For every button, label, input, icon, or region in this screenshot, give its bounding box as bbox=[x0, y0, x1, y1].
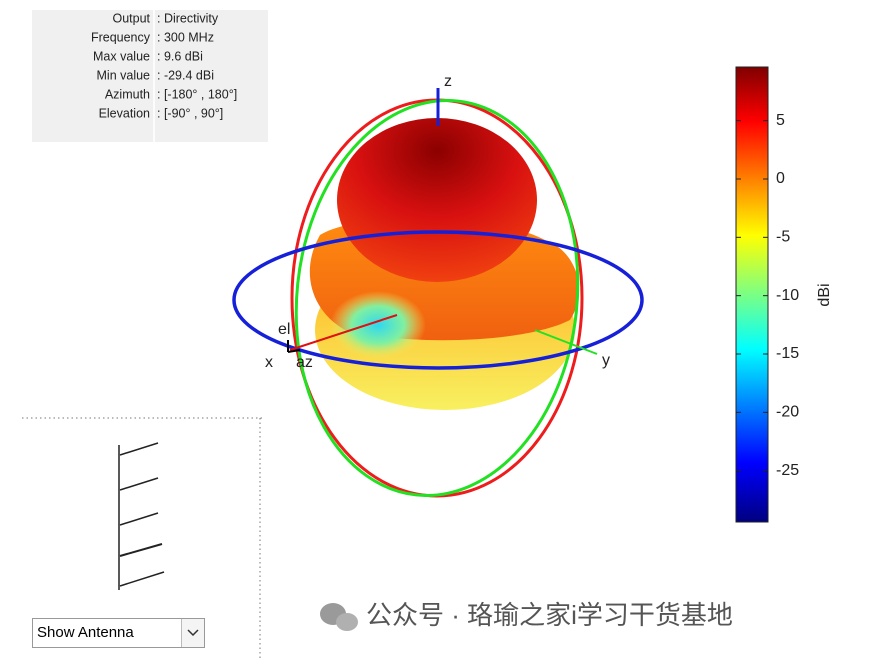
x-axis-line bbox=[289, 314, 398, 351]
antenna-dropdown[interactable]: Show Antenna bbox=[32, 618, 205, 648]
info-value: : [-180° , 180°] bbox=[157, 87, 237, 101]
antenna-element bbox=[119, 543, 163, 557]
dropdown-button[interactable] bbox=[181, 619, 204, 647]
colorbar-label: dBi bbox=[816, 283, 833, 306]
horizon-circle bbox=[232, 230, 644, 370]
info-label: Frequency bbox=[91, 30, 151, 44]
antenna-panel bbox=[22, 417, 262, 660]
el-label: el bbox=[278, 321, 290, 338]
colorbar-tick-label: -5 bbox=[776, 229, 790, 246]
colorbar-tick-label: -20 bbox=[776, 404, 799, 421]
dropdown-arrow bbox=[187, 629, 199, 637]
x-label: x bbox=[265, 354, 273, 371]
z-label: z bbox=[444, 73, 452, 90]
info-label: Min value bbox=[97, 68, 151, 82]
y-axis-line bbox=[534, 329, 598, 355]
pattern-upper-lobe bbox=[337, 118, 537, 282]
info-value: : 300 MHz bbox=[157, 30, 214, 44]
colorbar-tick-label: -25 bbox=[776, 462, 799, 479]
info-label: Elevation bbox=[99, 106, 150, 120]
info-label: Output bbox=[112, 11, 150, 25]
info-label: Azimuth bbox=[105, 87, 150, 101]
colorbar-tick-label: 5 bbox=[776, 112, 785, 129]
watermark-text: 公众号 · 珞瑜之家i学习干货基地 bbox=[366, 600, 733, 630]
watermark-icon bbox=[336, 613, 358, 631]
antenna-element bbox=[119, 571, 165, 587]
antenna-element bbox=[119, 512, 159, 526]
az-arrow bbox=[287, 349, 301, 353]
info-background bbox=[32, 10, 268, 142]
info-panel: Output : Directivity Frequency : 300 MHz Max… bbox=[32, 10, 268, 142]
colorbar-tick-label: -10 bbox=[776, 287, 799, 304]
info-value: : [-90° , 90°] bbox=[157, 106, 223, 120]
azimuth-circle bbox=[294, 99, 580, 497]
y-label: y bbox=[602, 352, 610, 369]
az-label: az bbox=[296, 354, 313, 371]
dropdown-text: Show Antenna bbox=[37, 624, 134, 641]
colorbar-tick-label: -15 bbox=[776, 345, 799, 362]
watermark: 公众号 · 珞瑜之家i学习干货基地 bbox=[320, 600, 733, 631]
info-label: Max value bbox=[93, 49, 150, 63]
pattern-3d bbox=[309, 118, 580, 410]
antenna-element bbox=[119, 442, 159, 456]
info-value: : 9.6 dBi bbox=[157, 49, 203, 63]
colorbar-tick-label: 0 bbox=[776, 170, 785, 187]
colorbar bbox=[735, 66, 769, 523]
info-value: : Directivity bbox=[157, 11, 219, 25]
info-value: : -29.4 dBi bbox=[157, 68, 214, 82]
antenna-element bbox=[119, 477, 159, 491]
pattern-null bbox=[330, 291, 426, 359]
